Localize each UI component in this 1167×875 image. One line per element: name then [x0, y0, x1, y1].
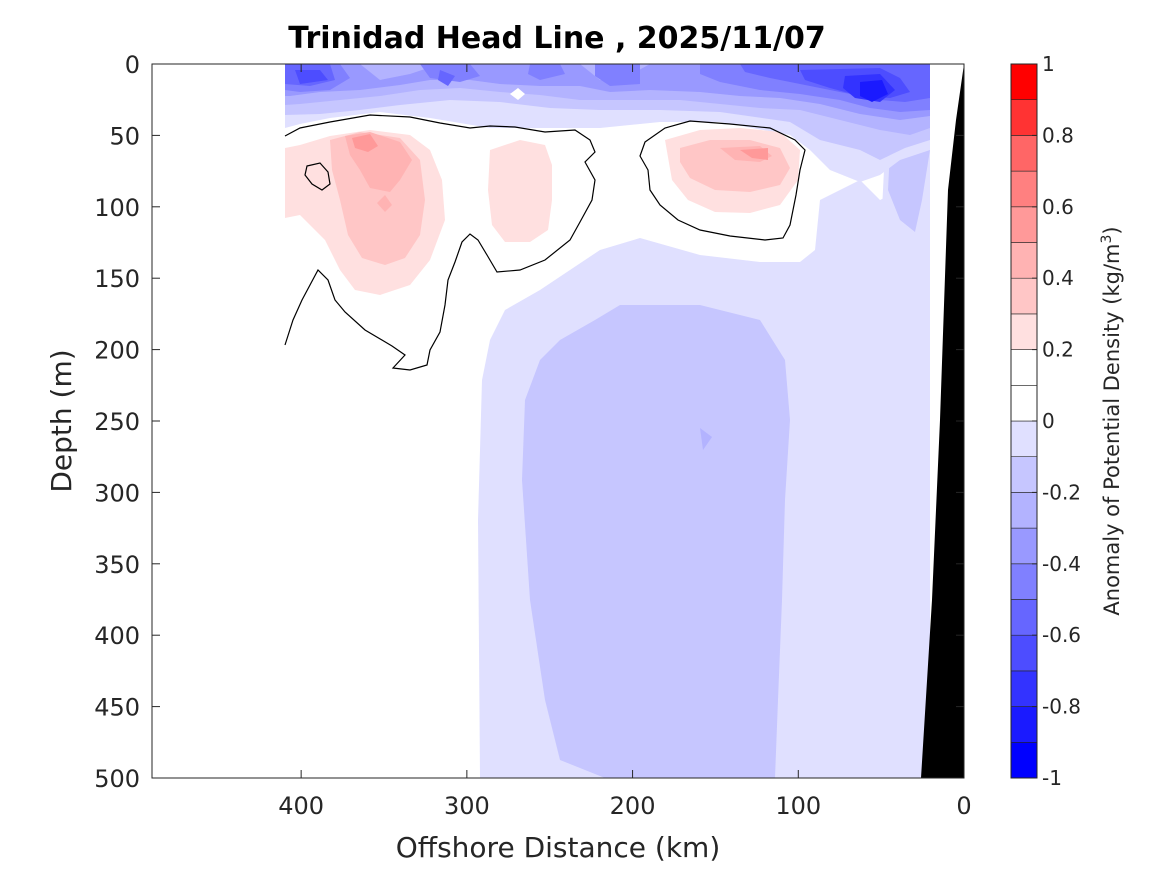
y-tick-label: 200 — [94, 337, 140, 365]
colorbar-swatch — [1010, 170, 1038, 208]
colorbar-swatch — [1010, 135, 1038, 172]
contour-fill — [285, 64, 964, 778]
colorbar-swatch — [1010, 99, 1038, 136]
x-axis: 400 300 200 100 0 — [278, 64, 972, 820]
colorbar-swatch — [1010, 420, 1038, 458]
contour-neg-0-9-surface — [860, 80, 888, 102]
colorbar-swatch — [1010, 242, 1038, 279]
colorbar-tick-label: 0.4 — [1042, 266, 1074, 290]
chart-title: Trinidad Head Line , 2025/11/07 — [288, 21, 825, 56]
zero-contour-west — [284, 114, 596, 371]
y-tick-label: 300 — [94, 479, 140, 507]
y-tick-label: 450 — [94, 694, 140, 722]
contour-neg-0-7-surface — [295, 68, 910, 98]
contour-pos-0-1-central — [488, 140, 552, 242]
plot-area: 400 300 200 100 0 0 50 100 150 200 250 300 350 400 45… — [94, 51, 971, 820]
y-tick-label: 400 — [94, 622, 140, 650]
colorbar-swatch — [1010, 670, 1038, 707]
y-tick-label: 0 — [125, 51, 140, 79]
x-tick-label: 400 — [278, 792, 324, 820]
colorbar-swatch — [1010, 456, 1038, 493]
contour-pos-0-4-west — [352, 134, 378, 152]
colorbar-swatch — [1010, 563, 1038, 600]
y-tick-label: 150 — [94, 265, 140, 293]
colorbar-swatch — [1010, 599, 1038, 636]
colorbar-tick-label: 0.2 — [1042, 338, 1074, 362]
y-tick-label: 50 — [109, 122, 140, 150]
zero-contour-loop-small — [304, 162, 331, 191]
colorbar-tick-label: 1 — [1042, 52, 1055, 76]
contour-pos-0-3-west-spot — [377, 195, 392, 212]
colorbar-swatch — [1010, 206, 1038, 243]
colorbar-tick-label: -0.8 — [1042, 695, 1081, 719]
colorbar-tick-label: -1 — [1042, 766, 1062, 790]
contour-neg-0-2-deep — [522, 305, 790, 778]
colorbar-swatch — [1010, 527, 1038, 565]
contour-neg-0-3-spot — [700, 428, 712, 450]
colorbar: 1 0.8 0.6 0.4 0.2 0 -0.2 -0.4 -0.6 -0.8 -1 Anomaly… — [1010, 52, 1124, 790]
colorbar-tick-label: 0.6 — [1042, 195, 1074, 219]
colorbar-label-close: ) — [1100, 226, 1124, 234]
contour-pos-0-4-east — [740, 148, 768, 160]
bathymetry — [921, 64, 964, 778]
colorbar-swatch — [1010, 741, 1038, 779]
y-axis-label: Depth (m) — [45, 349, 78, 492]
colorbar-swatch — [1010, 313, 1038, 350]
x-axis-label: Offshore Distance (km) — [396, 831, 721, 864]
colorbar-tick-label: -0.6 — [1042, 623, 1081, 647]
x-tick-label: 300 — [444, 792, 490, 820]
colorbar-ticks: 1 0.8 0.6 0.4 0.2 0 -0.2 -0.4 -0.6 -0.8 -1 — [1032, 52, 1081, 790]
colorbar-swatch — [1010, 706, 1038, 743]
y-tick-label: 250 — [94, 408, 140, 436]
y-tick-label: 500 — [94, 765, 140, 793]
contour-neg-0-6-surface — [285, 64, 930, 102]
colorbar-swatch — [1010, 634, 1038, 672]
colorbar-tick-label: -0.2 — [1042, 480, 1081, 504]
y-tick-label: 100 — [94, 194, 140, 222]
zero-contours — [284, 114, 806, 371]
y-tick-label: 350 — [94, 551, 140, 579]
colorbar-swatch — [1010, 277, 1038, 315]
colorbar-label: Anomaly of Potential Density (kg/m3) — [1099, 226, 1124, 615]
colorbar-label-sup: 3 — [1099, 235, 1115, 244]
x-tick-label: 200 — [610, 792, 656, 820]
colorbar-tick-label: -0.4 — [1042, 552, 1081, 576]
y-axis: 0 50 100 150 200 250 300 350 400 450 500 — [94, 51, 964, 793]
colorbar-swatch — [1010, 349, 1038, 386]
colorbar-swatch — [1010, 492, 1038, 529]
colorbar-tick-label: 0.8 — [1042, 123, 1074, 147]
colorbar-tick-label: 0 — [1042, 409, 1055, 433]
x-tick-label: 0 — [956, 792, 971, 820]
colorbar-swatch — [1010, 384, 1038, 422]
x-tick-label: 100 — [775, 792, 821, 820]
zero-contour-east — [639, 120, 806, 241]
colorbar-label-text: Anomaly of Potential Density (kg/m — [1100, 244, 1124, 616]
contour-zero-hole-surface — [510, 88, 525, 100]
colorbar-swatch — [1010, 63, 1038, 101]
